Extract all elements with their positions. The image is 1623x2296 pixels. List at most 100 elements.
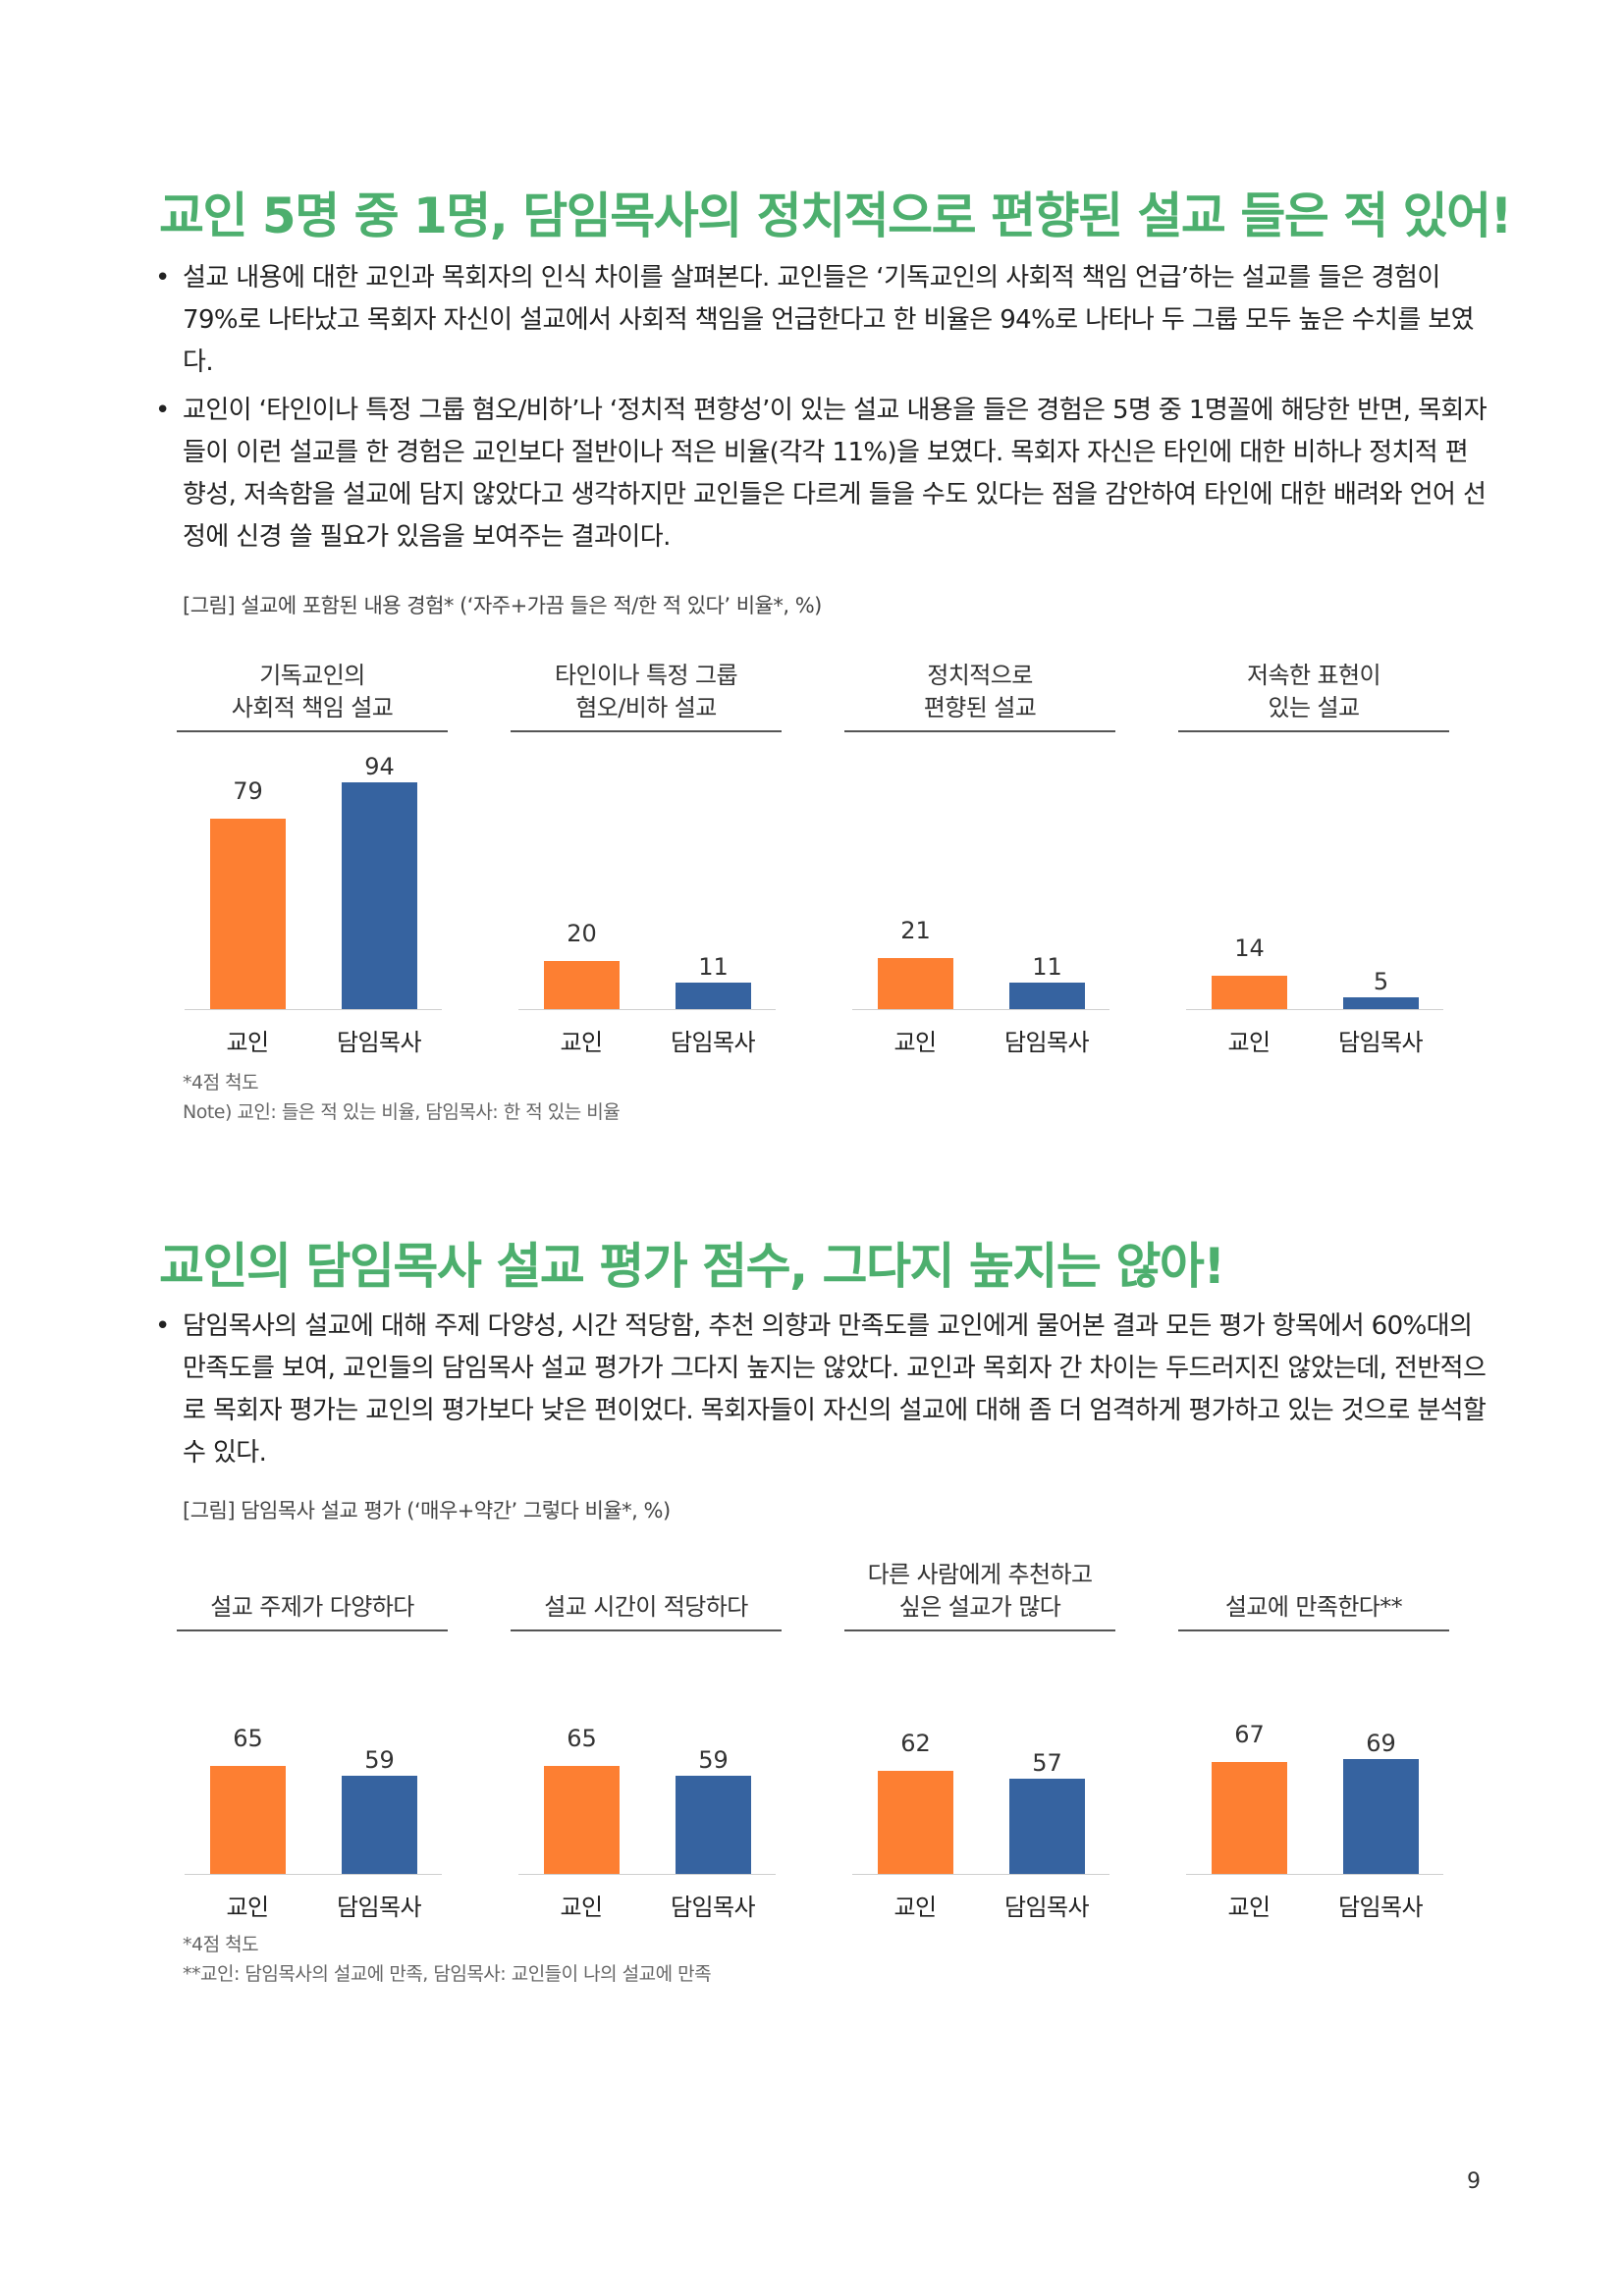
bar-pastor [1343, 1758, 1419, 1874]
category-label: 교인 [560, 1029, 604, 1056]
bar-value-label: 65 [233, 1724, 263, 1752]
bar-member [544, 1765, 620, 1874]
panel-title-line: 설교 주제가 다양하다 [210, 1593, 414, 1621]
panel-title-line: 정치적으로 [927, 662, 1033, 689]
bullet-item: 담임목사의 설교에 대해 주제 다양성, 시간 적당함, 추천 의향과 만족도를… [155, 1306, 1490, 1474]
category-label: 담임목사 [1338, 1894, 1424, 1921]
bar-member [1212, 975, 1287, 1009]
bar-value-label: 57 [1032, 1749, 1062, 1778]
panel-title-line: 설교 시간이 적당하다 [544, 1593, 748, 1621]
category-label: 교인 [560, 1894, 604, 1921]
category-label: 교인 [893, 1894, 938, 1921]
panel-title-line: 있는 설교 [1268, 694, 1361, 721]
bar-value-label: 20 [567, 919, 597, 947]
panel-title-rule [511, 730, 782, 732]
bar-value-label: 11 [1032, 952, 1062, 981]
chart-baseline [852, 1009, 1109, 1010]
figure-2-note: **교인: 담임목사의 설교에 만족, 담임목사: 교인들이 나의 설교에 만족 [183, 1963, 712, 1985]
bar-member [210, 1765, 286, 1874]
panel-title-line: 싶은 설교가 많다 [898, 1593, 1061, 1621]
bar-pastor [342, 781, 417, 1009]
category-label: 교인 [1227, 1894, 1271, 1921]
bullet-item: 교인이 ‘타인이나 특정 그룹 혐오/비하’나 ‘정치적 편향성’이 있는 설교… [155, 390, 1490, 559]
panel-title-rule [1178, 730, 1449, 732]
figure-2-caption: [그림] 담임목사 설교 평가 (‘매우+약간’ 그렇다 비율*, %) [183, 1499, 671, 1522]
bar-member [878, 958, 953, 1009]
bar-value-label: 62 [900, 1729, 931, 1757]
page-number: 9 [1467, 2169, 1481, 2194]
category-label: 담임목사 [1338, 1029, 1424, 1056]
category-label: 담임목사 [337, 1894, 422, 1921]
chart-panel: 설교에 만족한다** 67 교인 69 담임목사 [1178, 1555, 1449, 1938]
panel-title-line: 기독교인의 [259, 662, 365, 689]
figure-1-caption: [그림] 설교에 포함된 내용 경험* (‘자주+가끔 들은 적/한 적 있다’… [183, 594, 822, 617]
figure-2-chart: 설교 주제가 다양하다 65 교인 59 담임목사 설교 시간이 적당하다 65 교인 59 담임… [177, 1555, 1453, 1938]
bar-pastor [1343, 996, 1419, 1009]
bar-member [210, 818, 286, 1009]
bar-value-label: 21 [900, 917, 931, 945]
chart-baseline [518, 1874, 776, 1875]
bar-member [1212, 1762, 1287, 1874]
figure-1-note: Note) 교인: 들은 적 있는 비율, 담임목사: 한 적 있는 비율 [183, 1101, 621, 1123]
chart-baseline [185, 1874, 442, 1875]
bar-value-label: 67 [1234, 1721, 1265, 1749]
bar-value-label: 79 [233, 776, 263, 805]
category-label: 교인 [1227, 1029, 1271, 1056]
bar-pastor [676, 1775, 751, 1874]
section-1-bullets: 설교 내용에 대한 교인과 목회자의 인식 차이를 살펴본다. 교인들은 ‘기독… [155, 257, 1490, 564]
category-label: 담임목사 [1004, 1029, 1090, 1056]
panel-title-line: 타인이나 특정 그룹 [555, 662, 738, 689]
section-2-bullets: 담임목사의 설교에 대해 주제 다양성, 시간 적당함, 추천 의향과 만족도를… [155, 1306, 1490, 1480]
category-label: 교인 [226, 1029, 270, 1056]
bar-value-label: 5 [1373, 967, 1389, 995]
panel-title: 설교 주제가 다양하다 [177, 1555, 448, 1624]
panel-title-line: 저속한 표현이 [1247, 662, 1381, 689]
category-label: 교인 [893, 1029, 938, 1056]
panel-title-rule [177, 1629, 448, 1631]
bar-pastor [676, 982, 751, 1009]
bar-member [544, 960, 620, 1009]
section-2-title: 교인의 담임목사 설교 평가 점수, 그다지 높지는 않아! [159, 1238, 1225, 1295]
category-label: 담임목사 [671, 1894, 756, 1921]
chart-panel: 기독교인의 사회적 책임 설교 79 교인 94 담임목사 [177, 656, 448, 1068]
panel-title: 설교에 만족한다** [1178, 1555, 1449, 1624]
chart-baseline [518, 1009, 776, 1010]
bar-value-label: 59 [698, 1745, 729, 1774]
category-label: 담임목사 [671, 1029, 756, 1056]
bar-pastor [1009, 1779, 1085, 1874]
figure-1-note-scale: *4점 척도 [183, 1072, 259, 1094]
chart-baseline [1186, 1874, 1443, 1875]
panel-title-rule [844, 730, 1115, 732]
chart-baseline [1186, 1009, 1443, 1010]
bar-value-label: 65 [567, 1724, 597, 1752]
figure-2-note-scale: *4점 척도 [183, 1934, 259, 1955]
panel-title-rule [511, 1629, 782, 1631]
panel-title-rule [1178, 1629, 1449, 1631]
chart-baseline [852, 1874, 1109, 1875]
bar-value-label: 59 [364, 1745, 395, 1774]
bar-pastor [342, 1775, 417, 1874]
category-label: 담임목사 [1004, 1894, 1090, 1921]
panel-title-rule [177, 730, 448, 732]
section-1-title: 교인 5명 중 1명, 담임목사의 정치적으로 편향된 설교 들은 적 있어! [159, 187, 1512, 244]
panel-title-line: 설교에 만족한다** [1224, 1593, 1403, 1621]
panel-title-line: 사회적 책임 설교 [231, 694, 394, 721]
chart-panel: 설교 주제가 다양하다 65 교인 59 담임목사 [177, 1555, 448, 1938]
bar-pastor [1009, 982, 1085, 1009]
panel-title: 설교 시간이 적당하다 [511, 1555, 782, 1624]
bar-value-label: 14 [1234, 934, 1265, 962]
bullet-item: 설교 내용에 대한 교인과 목회자의 인식 차이를 살펴본다. 교인들은 ‘기독… [155, 257, 1490, 384]
panel-title-line: 혐오/비하 설교 [575, 694, 717, 721]
chart-baseline [185, 1009, 442, 1010]
chart-panel: 설교 시간이 적당하다 65 교인 59 담임목사 [511, 1555, 782, 1938]
bar-value-label: 11 [698, 952, 729, 981]
panel-title-line: 편향된 설교 [923, 694, 1037, 721]
chart-panel: 다른 사람에게 추천하고 싶은 설교가 많다 62 교인 57 담임목사 [844, 1555, 1115, 1938]
bar-value-label: 94 [364, 752, 395, 780]
